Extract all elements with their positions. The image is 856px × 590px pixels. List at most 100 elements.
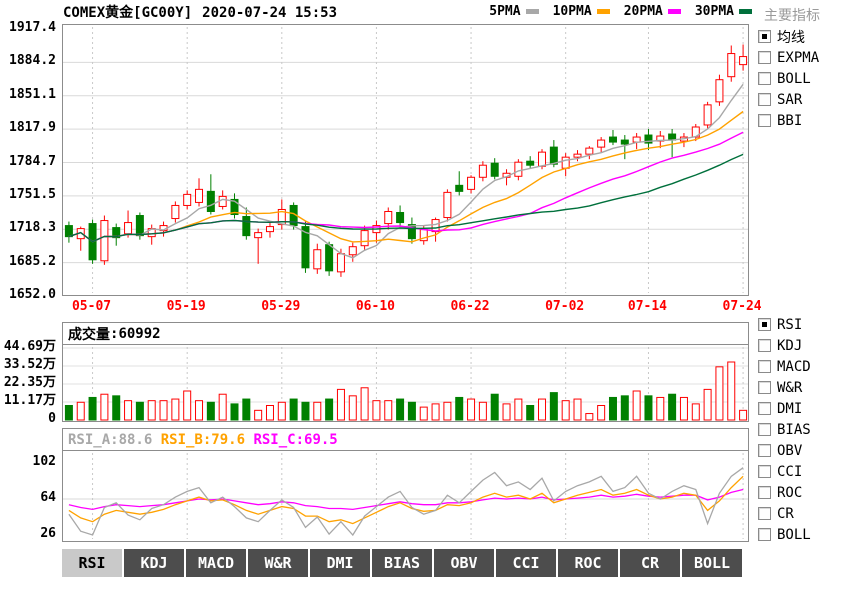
tab-obv[interactable]: OBV xyxy=(434,549,494,577)
main-indicator-boll[interactable]: BOLL xyxy=(758,68,819,89)
volume-chart[interactable] xyxy=(63,345,748,421)
indicator-label: W&R xyxy=(777,379,803,396)
price-panel[interactable] xyxy=(62,24,749,296)
volume-header: 成交量:60992 xyxy=(63,323,748,345)
sub-indicator-wr[interactable]: W&R xyxy=(758,377,811,398)
tab-wr[interactable]: W&R xyxy=(248,549,308,577)
indicator-label: RSI xyxy=(777,316,803,333)
legend-swatch-icon xyxy=(667,9,681,14)
x-axis-label: 06-22 xyxy=(450,299,490,314)
candlestick-chart[interactable] xyxy=(63,25,748,295)
rsi-value-rsia: RSI_A:88.6 xyxy=(68,431,161,448)
checkbox-main-indicator-[interactable] xyxy=(758,30,771,43)
volume-separator: : xyxy=(110,325,119,342)
rsi-value-rsic: RSI_C:69.5 xyxy=(253,431,347,448)
rsi-chart[interactable] xyxy=(63,451,748,541)
main-indicator-[interactable]: 均线 xyxy=(758,26,819,47)
volume-panel[interactable]: 成交量:60992 xyxy=(62,322,749,422)
sub-indicator-roc[interactable]: ROC xyxy=(758,482,811,503)
sub-indicator-boll[interactable]: BOLL xyxy=(758,524,811,545)
indicator-label: OBV xyxy=(777,442,803,459)
checkbox-sub-indicator-dmi[interactable] xyxy=(758,402,771,415)
x-axis-label: 05-19 xyxy=(166,299,206,314)
checkbox-sub-indicator-boll[interactable] xyxy=(758,528,771,541)
sub-indicator-dmi[interactable]: DMI xyxy=(758,398,811,419)
checkbox-sub-indicator-roc[interactable] xyxy=(758,486,771,499)
indicator-label: BBI xyxy=(777,112,803,129)
x-axis-label: 05-07 xyxy=(71,299,112,314)
legend-item-30pma: 30PMA xyxy=(695,4,752,19)
tab-cr[interactable]: CR xyxy=(620,549,680,577)
sub-indicator-kdj[interactable]: KDJ xyxy=(758,335,811,356)
checkbox-main-indicator-bbi[interactable] xyxy=(758,114,771,127)
checkbox-main-indicator-sar[interactable] xyxy=(758,93,771,106)
volume-value: 60992 xyxy=(118,325,161,342)
volume-axis-label: 22.35万 xyxy=(3,374,56,390)
legend-label: 30PMA xyxy=(694,4,734,19)
sub-indicator-cr[interactable]: CR xyxy=(758,503,811,524)
volume-axis-label: 33.52万 xyxy=(3,356,56,372)
checkbox-sub-indicator-macd[interactable] xyxy=(758,360,771,373)
rsi-axis-label: 64 xyxy=(40,490,56,505)
indicator-label: CR xyxy=(777,505,794,522)
price-axis-label: 1884.2 xyxy=(9,53,56,69)
checkbox-sub-indicator-bias[interactable] xyxy=(758,423,771,436)
indicator-label: SAR xyxy=(777,91,803,108)
indicator-label: BIAS xyxy=(777,421,811,438)
sub-indicator-list: RSI KDJ MACD W&R DMI BIAS OBV CCI ROC CR BOLL xyxy=(758,314,811,545)
price-y-axis: 1917.4 1884.2 1851.1 1817.9 1784.7 1751.5 1718… xyxy=(0,0,58,590)
checkbox-sub-indicator-wr[interactable] xyxy=(758,381,771,394)
rsi-axis-label: 102 xyxy=(32,454,56,469)
tab-roc[interactable]: ROC xyxy=(558,549,618,577)
checkbox-sub-indicator-cci[interactable] xyxy=(758,465,771,478)
rsi-value-rsib: RSI_B:79.6 xyxy=(160,431,254,448)
tab-kdj[interactable]: KDJ xyxy=(124,549,184,577)
checkbox-sub-indicator-kdj[interactable] xyxy=(758,339,771,352)
main-indicator-bbi[interactable]: BBI xyxy=(758,110,819,131)
legend-swatch-icon xyxy=(525,9,539,14)
price-axis-label: 1851.1 xyxy=(9,86,56,102)
main-indicator-sar[interactable]: SAR xyxy=(758,89,819,110)
checkbox-sub-indicator-cr[interactable] xyxy=(758,507,771,520)
tab-rsi[interactable]: RSI xyxy=(62,549,122,577)
indicator-tabbar: RSI KDJ MACD W&R DMI BIAS OBV CCI ROC CR BOLL xyxy=(62,549,742,577)
rsi-panel[interactable]: RSI_A:88.6 RSI_B:79.6 RSI_C:69.5 xyxy=(62,428,749,542)
indicator-label: ROC xyxy=(777,484,803,501)
checkbox-sub-indicator-obv[interactable] xyxy=(758,444,771,457)
x-axis-label: 07-24 xyxy=(722,299,762,314)
main-indicator-list: 均线 EXPMA BOLL SAR BBI xyxy=(758,26,819,131)
legend-label: 5PMA xyxy=(489,4,521,19)
ma-legend: 5PMA 10PMA 20PMA 30PMA xyxy=(489,4,752,19)
checkbox-main-indicator-boll[interactable] xyxy=(758,72,771,85)
indicator-label: BOLL xyxy=(777,526,811,543)
tab-cci[interactable]: CCI xyxy=(496,549,556,577)
legend-label: 20PMA xyxy=(623,4,663,19)
tab-macd[interactable]: MACD xyxy=(186,549,246,577)
x-axis-label: 06-10 xyxy=(355,299,395,314)
sub-indicator-rsi[interactable]: RSI xyxy=(758,314,811,335)
tab-bias[interactable]: BIAS xyxy=(372,549,432,577)
price-axis-label: 1751.5 xyxy=(9,186,56,202)
legend-swatch-icon xyxy=(596,9,610,14)
sub-indicator-obv[interactable]: OBV xyxy=(758,440,811,461)
rsi-axis-label: 26 xyxy=(40,526,56,541)
tab-boll[interactable]: BOLL xyxy=(682,549,742,577)
sub-indicator-bias[interactable]: BIAS xyxy=(758,419,811,440)
main-indicator-expma[interactable]: EXPMA xyxy=(758,47,819,68)
sub-indicator-macd[interactable]: MACD xyxy=(758,356,811,377)
volume-axis-label: 0 xyxy=(48,411,56,426)
checkbox-sub-indicator-rsi[interactable] xyxy=(758,318,771,331)
rsi-header: RSI_A:88.6 RSI_B:79.6 RSI_C:69.5 xyxy=(63,429,748,451)
sub-indicator-cci[interactable]: CCI xyxy=(758,461,811,482)
chart-header: COMEX黄金[GC00Y] 2020-07-24 15:53 xyxy=(63,2,347,22)
legend-swatch-icon xyxy=(739,9,752,14)
checkbox-checked-mark xyxy=(762,322,767,327)
indicator-label: EXPMA xyxy=(777,49,820,66)
price-axis-label: 1784.7 xyxy=(9,153,56,169)
legend-item-10pma: 10PMA xyxy=(553,4,610,19)
tab-dmi[interactable]: DMI xyxy=(310,549,370,577)
price-axis-label: 1917.4 xyxy=(9,20,56,35)
datetime-label: 2020-07-24 15:53 xyxy=(202,5,338,21)
checkbox-main-indicator-expma[interactable] xyxy=(758,51,771,64)
